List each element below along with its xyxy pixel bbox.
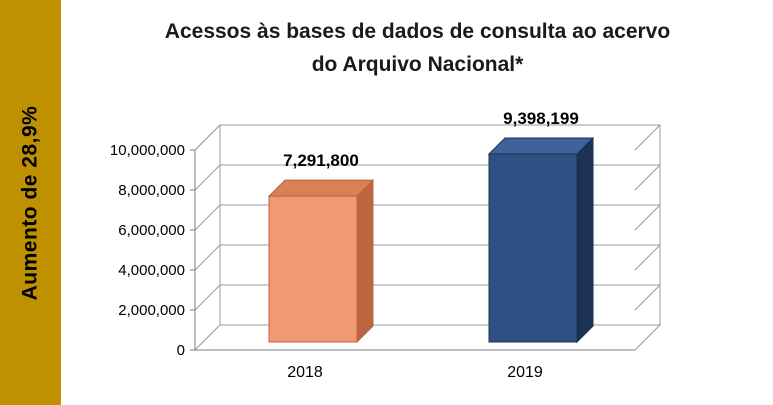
- gridline-right: [634, 284, 661, 311]
- bar-side-2019: [576, 136, 594, 344]
- y-tick-label: 6,000,000: [118, 222, 185, 239]
- y-tick-label: 0: [177, 342, 185, 359]
- chart-title: Acessos às bases de dados de consulta ao…: [62, 16, 773, 81]
- y-tick-label: 10,000,000: [110, 142, 185, 159]
- aumento-band: Aumento de 28,9%: [0, 0, 61, 405]
- bar-front-2019: [488, 153, 578, 343]
- gridline-left: [194, 204, 221, 231]
- chart-title-line2: do Arquivo Nacional*: [311, 52, 524, 76]
- gridline-left: [194, 164, 221, 191]
- gridline-left: [194, 284, 221, 311]
- gridline-right: [634, 204, 661, 231]
- bar-side-2018: [356, 178, 374, 344]
- y-tick-label: 2,000,000: [118, 302, 185, 319]
- value-label-2018: 7,291,800: [283, 151, 359, 170]
- gridline-left: [194, 244, 221, 271]
- gridline-right: [634, 244, 661, 271]
- bar-top-2018: [267, 179, 375, 197]
- y-tick-label: 4,000,000: [118, 262, 185, 279]
- bar-front-2018: [268, 195, 358, 343]
- gridline-right: [634, 124, 661, 151]
- gridline-right: [634, 164, 661, 191]
- y-tick-label: 8,000,000: [118, 182, 185, 199]
- value-label-2019: 9,398,199: [503, 109, 579, 128]
- gridline-left: [194, 124, 221, 151]
- x-tick-label-2018: 2018: [287, 364, 323, 381]
- wall-left: [194, 123, 221, 352]
- bar-top-2019: [487, 137, 595, 155]
- chart-title-line1: Acessos às bases de dados de consulta ao…: [164, 20, 671, 43]
- x-tick-label-2019: 2019: [507, 364, 543, 381]
